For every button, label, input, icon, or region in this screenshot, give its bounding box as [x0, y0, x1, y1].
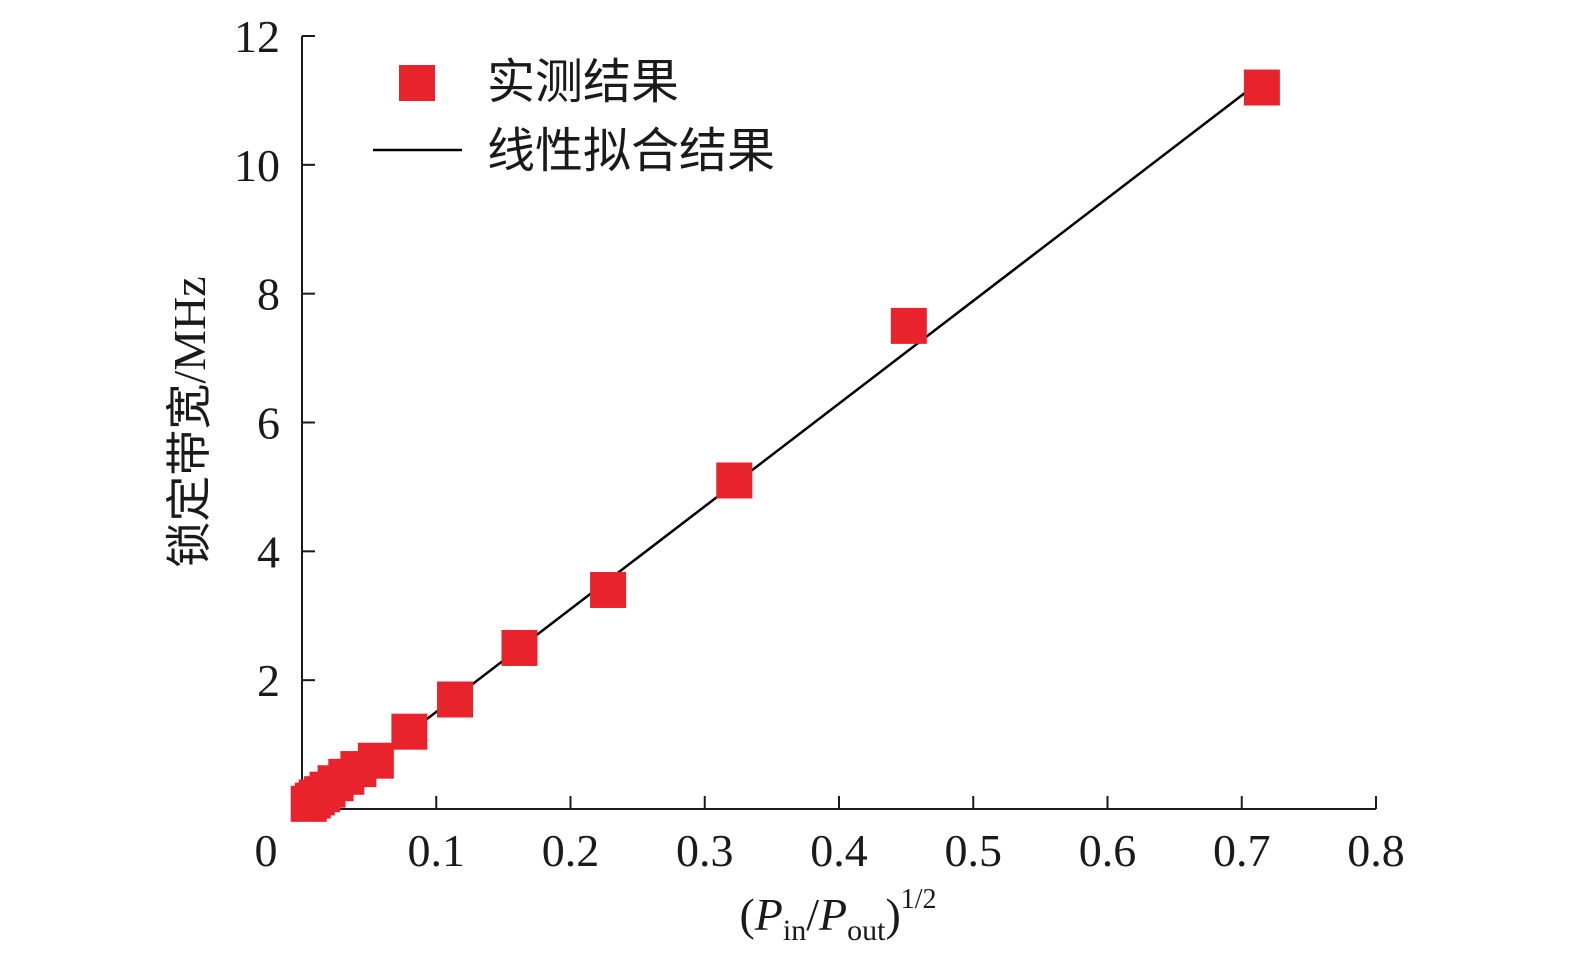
measured-points-series [290, 69, 1280, 822]
x-axis-label-slash: / [806, 889, 819, 940]
legend-label-fit: 线性拟合结果 [487, 125, 775, 178]
data-point [890, 307, 927, 344]
y-tick-label: 6 [257, 398, 280, 449]
y-tick-label: 10 [234, 140, 280, 191]
data-point [501, 629, 538, 666]
x-tick-label: 0.5 [945, 825, 1003, 876]
y-axis-label: 锁定带宽/MHz [164, 276, 215, 567]
data-point [357, 742, 394, 779]
legend: 实测结果 线性拟合结果 [373, 56, 775, 178]
x-tick-label: 0.7 [1213, 825, 1271, 876]
x-axis-label-p-out: P [818, 889, 847, 940]
x-tick-label: 0.1 [408, 825, 466, 876]
data-point [716, 462, 753, 499]
x-axis-label-close-paren: ) [885, 889, 900, 940]
data-point [437, 681, 474, 718]
y-tick-label: 2 [257, 655, 280, 706]
legend-label-measured: 实测结果 [487, 56, 679, 109]
tick-marks [302, 35, 1377, 809]
origin-label: 0 [255, 825, 278, 876]
x-axis-label: (Pin/Pout)1/2 [739, 884, 936, 947]
data-point [590, 571, 627, 608]
x-tick-label: 0.8 [1347, 825, 1405, 876]
x-tick-label: 0.2 [542, 825, 600, 876]
x-tick-label: 0.3 [676, 825, 734, 876]
x-axis-label-open-paren: ( [739, 889, 754, 940]
tick-labels: 0.1 0.2 0.3 0.4 0.5 0.6 0.7 0.8 2 4 6 8 10 12 [234, 11, 1405, 876]
data-point [1243, 69, 1280, 106]
x-axis-label-p-in: P [754, 889, 783, 940]
x-axis-label-exponent: 1/2 [901, 884, 937, 915]
data-point [391, 713, 428, 750]
legend-marker-square [399, 65, 435, 101]
y-tick-label: 12 [234, 11, 280, 62]
x-axis-label-sub-in: in [783, 914, 806, 947]
fit-line [318, 76, 1266, 803]
y-tick-label: 8 [257, 269, 280, 320]
y-tick-label: 4 [257, 526, 280, 577]
x-tick-label: 0.6 [1079, 825, 1137, 876]
fit-line-series [318, 76, 1266, 803]
x-axis-label-sub-out: out [847, 914, 886, 947]
x-tick-label: 0.4 [810, 825, 868, 876]
